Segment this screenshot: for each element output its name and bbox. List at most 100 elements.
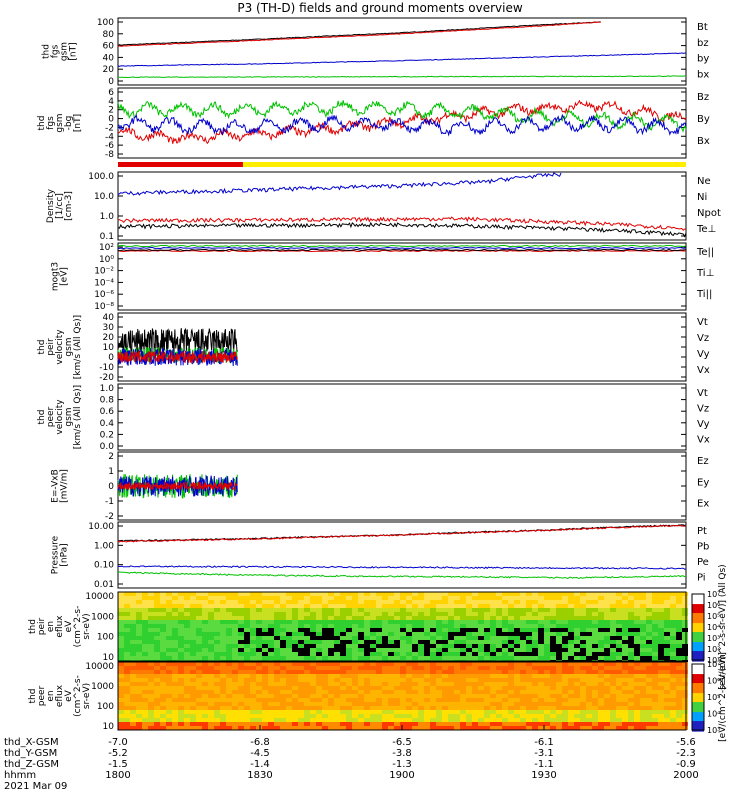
spec-cell <box>394 608 400 612</box>
spec-cell <box>568 648 574 652</box>
spec-cell <box>316 714 322 718</box>
spec-cell <box>148 686 154 690</box>
spec-cell <box>118 640 124 644</box>
spec-cell <box>604 694 610 698</box>
spec-cell <box>220 624 226 628</box>
spec-cell <box>190 656 196 660</box>
panel-frame <box>117 383 687 451</box>
spec-cell <box>370 636 376 640</box>
spec-cell <box>274 648 280 652</box>
spec-cell <box>202 726 208 730</box>
spec-cell <box>238 640 244 644</box>
spec-cell <box>580 722 586 726</box>
spec-cell <box>160 620 166 624</box>
spec-cell <box>160 604 166 608</box>
spec-cell <box>202 600 208 604</box>
spec-cell <box>268 666 274 670</box>
spec-cell <box>526 656 532 660</box>
spec-cell <box>412 686 418 690</box>
spec-cell <box>532 698 538 702</box>
colorbar-cell <box>692 710 704 713</box>
spec-cell <box>544 722 550 726</box>
spec-cell <box>142 616 148 620</box>
spec-cell <box>640 616 646 620</box>
spec-cell <box>682 666 688 670</box>
spec-cell <box>610 636 616 640</box>
spec-cell <box>208 616 214 620</box>
spec-cell <box>556 710 562 714</box>
spec-cell <box>118 648 124 652</box>
spec-cell <box>652 714 658 718</box>
spec-cell <box>220 656 226 660</box>
y-tick-label: 10⁻⁴ <box>94 278 114 288</box>
spec-cell <box>400 604 406 608</box>
spec-cell <box>604 662 610 666</box>
spec-cell <box>370 620 376 624</box>
spec-cell <box>514 624 520 628</box>
spec-cell <box>262 632 268 636</box>
spec-cell <box>550 624 556 628</box>
spec-cell <box>172 636 178 640</box>
spec-cell <box>364 690 370 694</box>
spec-cell <box>376 616 382 620</box>
spec-cell <box>448 678 454 682</box>
spec-cell <box>418 592 424 596</box>
series-pb <box>117 524 687 543</box>
spec-cell <box>490 620 496 624</box>
spec-cell <box>154 648 160 652</box>
spec-cell <box>376 596 382 600</box>
spec-cell <box>352 600 358 604</box>
spec-cell <box>454 648 460 652</box>
spec-cell <box>676 592 682 596</box>
spec-cell <box>238 636 244 640</box>
spec-cell <box>628 612 634 616</box>
legend-ti⊥: Ti⊥ <box>696 268 714 279</box>
spec-cell <box>340 666 346 670</box>
spec-cell <box>574 628 580 632</box>
spec-cell <box>514 714 520 718</box>
spec-cell <box>664 662 670 666</box>
spec-cell <box>592 722 598 726</box>
spec-cell <box>184 628 190 632</box>
spec-cell <box>628 628 634 632</box>
spec-cell <box>664 714 670 718</box>
spec-cell <box>652 624 658 628</box>
spec-cell <box>364 652 370 656</box>
spec-cell <box>382 726 388 730</box>
spec-cell <box>394 632 400 636</box>
y-tick-label: 1 <box>108 467 114 477</box>
spec-cell <box>550 710 556 714</box>
spec-cell <box>520 714 526 718</box>
spec-cell <box>340 714 346 718</box>
spec-cell <box>544 648 550 652</box>
spec-cell <box>538 608 544 612</box>
spec-cell <box>550 620 556 624</box>
spec-cell <box>406 596 412 600</box>
spec-cell <box>538 644 544 648</box>
spec-cell <box>394 636 400 640</box>
spec-cell <box>400 624 406 628</box>
spec-cell <box>154 694 160 698</box>
spec-cell <box>274 612 280 616</box>
spec-cell <box>148 600 154 604</box>
spec-cell <box>208 604 214 608</box>
spec-cell <box>406 690 412 694</box>
colorbar-tick: 10⁶ <box>707 601 720 610</box>
spec-cell <box>226 706 232 710</box>
spec-cell <box>460 726 466 730</box>
spec-cell <box>226 608 232 612</box>
spec-cell <box>226 616 232 620</box>
y-tick-label: 60 <box>103 42 115 52</box>
spec-cell <box>628 600 634 604</box>
spec-cell <box>442 702 448 706</box>
spec-cell <box>676 636 682 640</box>
spec-cell <box>208 640 214 644</box>
x-tick-label: -0.9 <box>676 759 696 770</box>
spec-cell <box>652 644 658 648</box>
spec-cell <box>184 640 190 644</box>
colorbar-tick: 10⁵ <box>707 693 720 702</box>
spec-cell <box>220 644 226 648</box>
spec-cell <box>184 604 190 608</box>
y-tick-label: 0 <box>108 115 114 125</box>
spec-cell <box>514 608 520 612</box>
